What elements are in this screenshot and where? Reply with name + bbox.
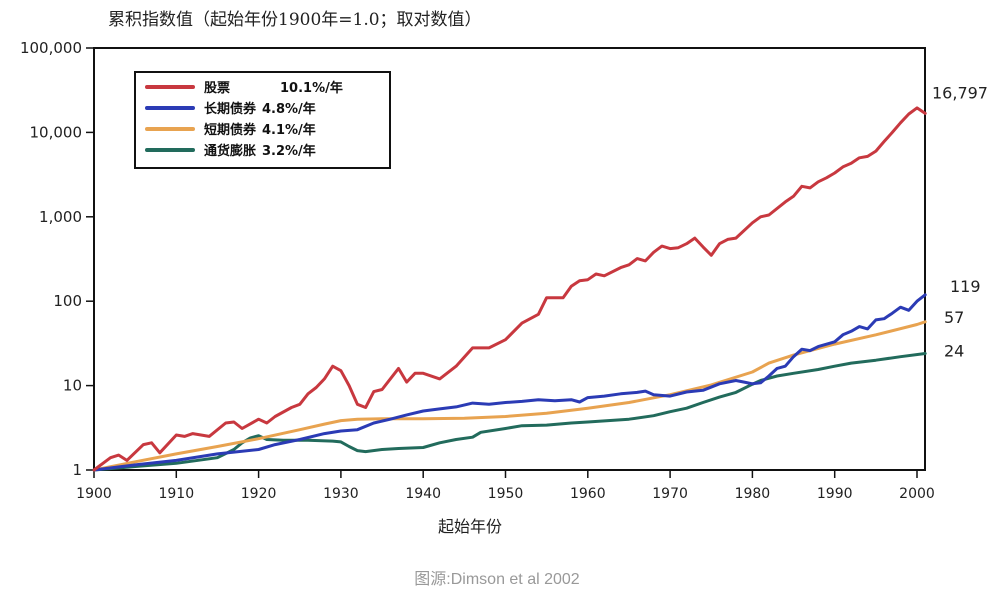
series-line-2 <box>92 293 927 472</box>
x-axis-label: 起始年份 <box>438 517 502 536</box>
legend-series-rate: 10.1%/年 <box>280 80 343 96</box>
end-value-label: 119 <box>950 277 981 296</box>
x-tick-label: 1910 <box>158 486 194 502</box>
series-line-3 <box>92 320 927 472</box>
y-tick-label: 10 <box>63 377 82 395</box>
y-tick-label: 1,000 <box>39 208 82 226</box>
y-tick-label: 100,000 <box>20 39 82 57</box>
legend-series-rate: 4.8%/年 <box>262 101 316 117</box>
legend-series-name: 股票 <box>204 80 230 96</box>
source-note: 图源:Dimson et al 2002 <box>414 570 580 588</box>
plot-frame <box>93 47 926 471</box>
plot-border <box>93 47 926 471</box>
x-tick-label: 1950 <box>488 486 524 502</box>
end-value-label: 24 <box>944 342 964 361</box>
series-line-1 <box>92 106 927 472</box>
x-tick-label: 1900 <box>76 486 112 502</box>
legend-series-name: 短期债券 <box>204 122 257 138</box>
end-value-label: 57 <box>944 308 964 327</box>
end-value-label: 16,797 <box>932 83 988 102</box>
chart-title: 累积指数值（起始年份1900年=1.0；取对数值） <box>108 10 482 30</box>
x-tick-label: 2000 <box>899 486 935 502</box>
x-tick-label: 1960 <box>570 486 606 502</box>
x-tick-label: 1930 <box>323 486 359 502</box>
legend-series-name: 长期债券 <box>204 101 257 117</box>
y-tick-label: 100 <box>53 292 82 310</box>
x-tick-label: 1990 <box>817 486 853 502</box>
x-axis: 1900 1910 1920 1930 1940 1950 1960 1970 1980 1990… <box>76 470 935 502</box>
legend-series-name: 通货膨胀 <box>204 143 256 159</box>
x-tick-label: 1970 <box>652 486 688 502</box>
x-tick-label: 1920 <box>241 486 277 502</box>
end-labels: 16,797 119 57 24 <box>932 83 988 360</box>
y-tick-label: 1 <box>72 461 82 479</box>
y-axis: 1 10 100 1,000 10,000 100,000 <box>20 39 94 479</box>
x-tick-label: 1940 <box>405 486 441 502</box>
y-tick-label: 10,000 <box>30 123 83 141</box>
legend-series-rate: 4.1%/年 <box>262 122 316 138</box>
series-lines <box>92 106 927 472</box>
x-tick-label: 1980 <box>735 486 771 502</box>
legend-series-rate: 3.2%/年 <box>262 143 316 159</box>
